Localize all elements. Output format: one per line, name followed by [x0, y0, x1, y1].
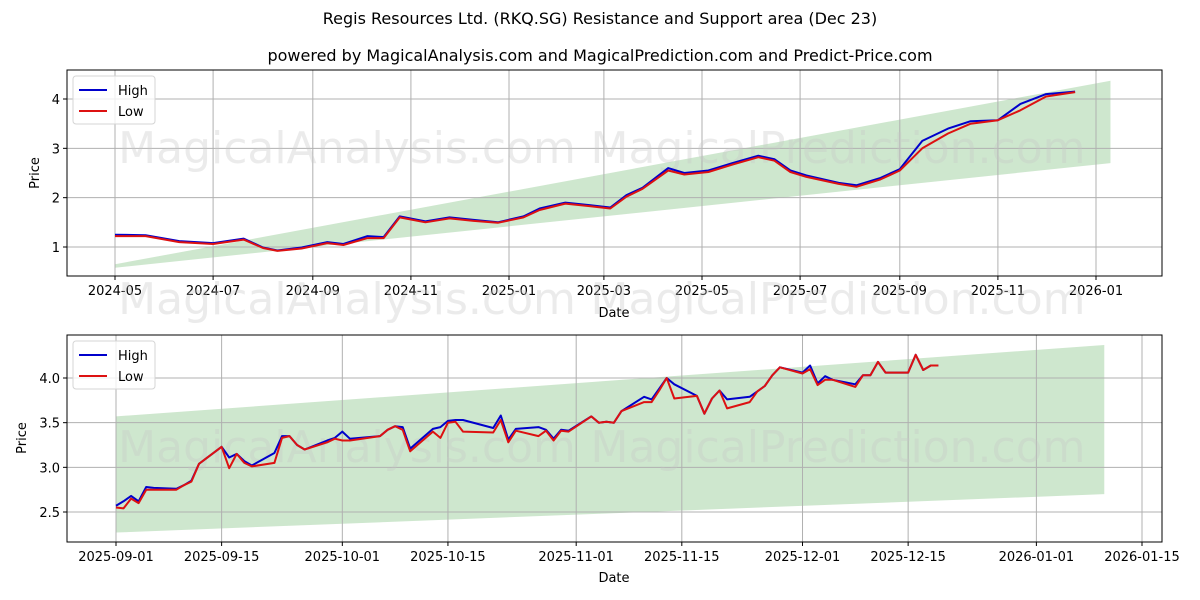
watermark: MagicalPrediction.com: [591, 274, 1086, 325]
y-axis-label: Price: [28, 157, 43, 189]
support-resistance-band: [115, 80, 1111, 268]
x-tick-label: 2025-09: [873, 284, 927, 299]
y-tick-label: 2: [52, 192, 60, 207]
series-low-line: [115, 353, 939, 510]
legend: High Low: [72, 75, 156, 125]
y-tick-label: 3.5: [39, 417, 60, 432]
support-resistance-band: [116, 344, 1105, 533]
legend: High Low: [72, 340, 156, 390]
x-tick-label: 2024-05: [88, 284, 142, 299]
x-tick-label: 2026-01: [1069, 284, 1123, 299]
x-tick-label: 2025-11: [971, 284, 1025, 299]
watermark: MagicalPrediction.com: [591, 123, 1086, 174]
y-tick-label: 4: [52, 93, 60, 108]
x-tick-label: 2025-07: [773, 284, 827, 299]
watermark: MagicalAnalysis.com: [118, 123, 576, 174]
y-tick-label: 1: [52, 241, 60, 256]
x-tick-label: 2026-01-15: [1104, 550, 1180, 565]
x-tick-label: 2025-11-01: [538, 550, 614, 565]
watermark: MagicalPrediction.com: [591, 422, 1086, 473]
y-tick-label: 2.5: [39, 506, 60, 521]
x-tick-label: 2024-11: [384, 284, 438, 299]
legend-label-low: Low: [118, 105, 144, 120]
x-axis-label: Date: [598, 306, 629, 321]
series-low-line: [115, 91, 1076, 252]
x-tick-label: 2024-09: [286, 284, 340, 299]
x-tick-label: 2025-05: [675, 284, 729, 299]
y-tick-label: 3.0: [39, 461, 60, 476]
x-tick-label: 2025-11-15: [644, 550, 720, 565]
axes-frame: [66, 334, 1163, 543]
legend-label-high: High: [118, 349, 148, 364]
watermark: MagicalAnalysis.com: [118, 422, 576, 473]
x-tick-label: 2026-01-01: [999, 550, 1075, 565]
x-tick-label: 2025-12-01: [765, 550, 841, 565]
x-tick-label: 2025-09-15: [184, 550, 260, 565]
x-tick-label: 2025-10-15: [410, 550, 486, 565]
x-tick-label: 2025-12-15: [870, 550, 946, 565]
x-tick-label: 2025-03: [577, 284, 631, 299]
x-tick-label: 2025-09-01: [78, 550, 154, 565]
subplot-2: 2025-09-01 2025-09-15 2025-10-01 2025-10-15…: [15, 334, 1180, 586]
chart-subtitle: powered by MagicalAnalysis.com and Magic…: [267, 46, 933, 65]
y-tick-label: 4.0: [39, 372, 60, 387]
y-axis-label: Price: [15, 422, 30, 454]
axes-frame: [66, 69, 1163, 277]
x-tick-label: 2024-07: [186, 284, 240, 299]
watermark: MagicalAnalysis.com: [118, 274, 576, 325]
x-tick-label: 2025-01: [482, 284, 536, 299]
legend-label-high: High: [118, 84, 148, 99]
subplot-1: 2024-05 2024-07 2024-09 2024-11 2025-01 2025-…: [28, 69, 1163, 325]
legend-label-low: Low: [118, 370, 144, 385]
x-tick-label: 2025-10-01: [305, 550, 381, 565]
x-axis-label: Date: [598, 571, 629, 586]
chart-title: Regis Resources Ltd. (RKQ.SG) Resistance…: [322, 9, 878, 28]
y-tick-label: 3: [52, 142, 60, 157]
